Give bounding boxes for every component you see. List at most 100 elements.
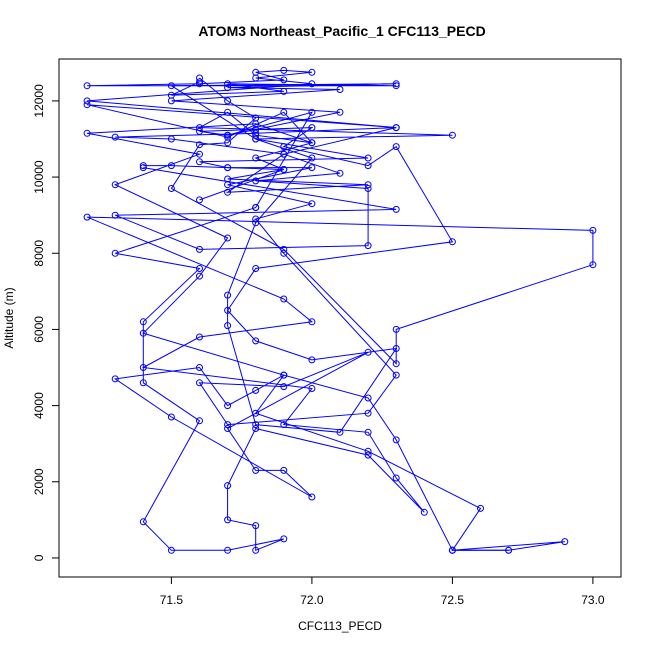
data-point	[196, 127, 203, 135]
data-point	[589, 226, 597, 234]
data-point	[252, 68, 260, 76]
data-point	[392, 124, 400, 132]
data-point	[392, 205, 400, 213]
data-point	[308, 164, 316, 172]
data-point	[364, 242, 372, 250]
data-point	[139, 164, 147, 172]
data-point	[167, 135, 175, 143]
y-tick-label: 0	[32, 554, 46, 561]
series-line	[86, 77, 594, 552]
data-point	[111, 375, 119, 383]
data-point	[280, 535, 288, 543]
data-point	[392, 80, 400, 88]
data-point	[252, 386, 260, 394]
data-point	[252, 131, 260, 139]
data-point	[224, 322, 232, 330]
data-point	[196, 196, 203, 204]
data-point	[196, 158, 203, 166]
data-point	[252, 522, 260, 530]
data-point	[308, 139, 316, 147]
data-point	[83, 97, 91, 105]
data-point	[280, 66, 288, 74]
data-point	[196, 78, 203, 86]
data-point	[224, 131, 232, 139]
data-point	[224, 164, 232, 172]
data-point	[252, 421, 260, 429]
y-axis-label: Altitude (m)	[2, 287, 16, 348]
data-point	[224, 188, 232, 196]
data-point	[308, 154, 316, 162]
data-point	[280, 466, 288, 474]
data-point	[280, 371, 288, 379]
data-point	[167, 546, 175, 554]
x-axis-label: CFC113_PECD	[298, 619, 382, 633]
y-tick-label: 12000	[32, 84, 46, 118]
x-tick-label: 71.5	[160, 593, 184, 607]
x-tick-label: 72.0	[300, 593, 324, 607]
data-point	[448, 238, 456, 246]
data-point	[139, 364, 147, 371]
data-point	[336, 86, 344, 93]
data-point	[308, 80, 316, 88]
data-point	[336, 108, 344, 116]
data-point	[196, 364, 203, 371]
data-point	[252, 425, 260, 432]
data-point	[196, 150, 203, 158]
data-point	[167, 97, 175, 105]
series-group	[83, 66, 597, 554]
data-point	[308, 356, 316, 364]
data-point	[392, 371, 400, 379]
data-point	[167, 413, 175, 421]
data-point	[83, 213, 91, 221]
data-point	[111, 133, 119, 141]
data-point	[280, 108, 288, 116]
data-point	[224, 306, 232, 314]
data-point	[477, 504, 484, 512]
data-point	[224, 133, 232, 141]
data-point	[111, 181, 119, 189]
data-point	[224, 291, 232, 299]
data-point	[308, 124, 316, 132]
data-point	[280, 383, 288, 391]
data-point	[364, 451, 372, 459]
data-point	[196, 245, 203, 253]
series-line	[87, 69, 397, 250]
data-point	[280, 166, 288, 173]
data-point	[364, 447, 372, 455]
data-point	[336, 428, 344, 436]
x-tick-label: 73.0	[581, 593, 605, 607]
data-point	[224, 80, 232, 88]
data-point	[280, 295, 288, 303]
y-tick-label: 10000	[32, 160, 46, 194]
data-point	[308, 200, 316, 208]
data-point	[420, 508, 428, 516]
data-point	[364, 185, 372, 192]
data-point	[224, 175, 232, 183]
data-point	[252, 219, 260, 227]
data-point	[167, 162, 175, 170]
data-point	[224, 97, 232, 105]
data-point	[167, 185, 175, 192]
data-point	[196, 141, 203, 149]
data-point	[224, 402, 232, 410]
data-point	[392, 143, 400, 151]
data-point	[392, 436, 400, 444]
data-point	[392, 474, 400, 482]
data-point	[589, 261, 597, 269]
data-point	[224, 425, 232, 432]
data-point	[252, 337, 260, 345]
data-point	[83, 129, 91, 137]
data-point	[139, 318, 147, 326]
data-point	[196, 74, 203, 82]
data-point	[196, 272, 203, 280]
data-point	[280, 249, 288, 257]
data-point	[167, 82, 175, 90]
data-point	[196, 124, 203, 132]
data-point	[336, 169, 344, 177]
data-point	[308, 68, 316, 76]
x-tick-label: 72.5	[441, 593, 465, 607]
data-point	[196, 265, 203, 272]
data-point	[111, 249, 119, 257]
data-point	[505, 546, 513, 554]
